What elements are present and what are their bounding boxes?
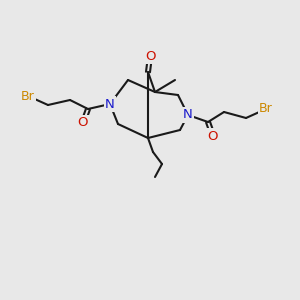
Text: O: O	[145, 50, 155, 62]
Text: O: O	[78, 116, 88, 130]
Text: N: N	[183, 109, 193, 122]
Text: Br: Br	[21, 89, 35, 103]
Text: O: O	[208, 130, 218, 142]
Text: Br: Br	[259, 103, 273, 116]
Text: N: N	[105, 98, 115, 110]
